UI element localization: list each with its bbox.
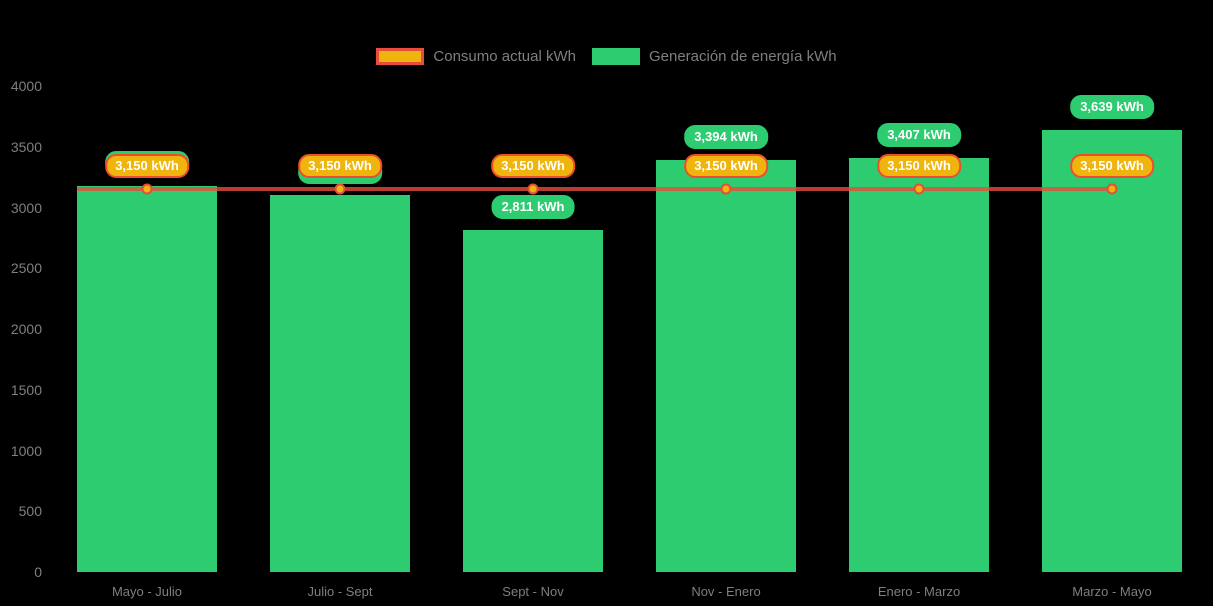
line-point-marker[interactable] [720, 183, 732, 195]
chart-legend: Consumo actual kWh Generación de energía… [0, 48, 1213, 65]
line-point-marker[interactable] [141, 183, 153, 195]
generation-value-badge[interactable]: 3,407 kWh [877, 123, 961, 148]
x-axis-category-label: Sept - Nov [502, 584, 564, 599]
legend-label-generacion: Generación de energía kWh [648, 48, 837, 65]
y-axis-tick-label: 500 [18, 503, 42, 520]
y-axis-tick-label: 3000 [10, 199, 42, 216]
y-axis-tick-label: 1000 [10, 442, 42, 459]
x-axis-category-label: Julio - Sept [307, 584, 373, 599]
consumption-line[interactable] [77, 187, 1112, 192]
legend-item-generacion[interactable]: Generación de energía kWh [591, 48, 837, 65]
consumption-value-badge[interactable]: 3,150 kWh [1070, 154, 1154, 179]
generation-bar[interactable] [77, 185, 217, 572]
legend-item-consumo[interactable]: Consumo actual kWh [376, 48, 576, 65]
x-axis-category-label: Nov - Enero [691, 584, 761, 599]
y-axis-tick-label: 3500 [10, 138, 42, 155]
y-axis-tick-label: 4000 [10, 78, 42, 94]
legend-label-consumo: Consumo actual kWh [433, 48, 576, 65]
y-axis-tick-label: 2000 [10, 321, 42, 337]
generation-bar[interactable] [1042, 129, 1182, 572]
x-axis-category-label: Mayo - Julio [111, 584, 183, 599]
line-point-marker[interactable] [334, 183, 346, 195]
generation-bar[interactable] [849, 158, 989, 572]
generation-value-badge[interactable]: 3,394 kWh [684, 124, 768, 149]
consumption-value-badge[interactable]: 3,150 kWh [877, 154, 961, 179]
generation-bar[interactable] [270, 195, 410, 572]
x-axis-category-label: Marzo - Mayo [1072, 584, 1152, 599]
y-axis-tick-label: 1500 [10, 381, 42, 398]
generation-swatch-icon [591, 48, 640, 65]
y-axis-tick-label: 2500 [10, 260, 42, 277]
line-point-marker[interactable] [527, 183, 539, 195]
consumption-swatch-icon [376, 48, 425, 65]
generation-bar[interactable] [656, 159, 796, 572]
line-point-marker[interactable] [1106, 183, 1118, 195]
consumption-value-badge[interactable]: 3,150 kWh [491, 154, 575, 179]
consumption-value-badge[interactable]: 3,150 kWh [684, 154, 768, 179]
generation-value-badge[interactable]: 3,639 kWh [1070, 94, 1154, 119]
y-axis-tick-label: 0 [34, 564, 42, 580]
line-point-marker[interactable] [913, 183, 925, 195]
consumption-value-badge[interactable]: 3,150 kWh [298, 154, 382, 179]
x-axis-category-label: Enero - Marzo [877, 584, 961, 599]
generation-value-badge[interactable]: 2,811 kWh [491, 195, 575, 220]
generation-bar[interactable] [463, 230, 603, 572]
consumption-value-badge[interactable]: 3,150 kWh [105, 154, 189, 179]
